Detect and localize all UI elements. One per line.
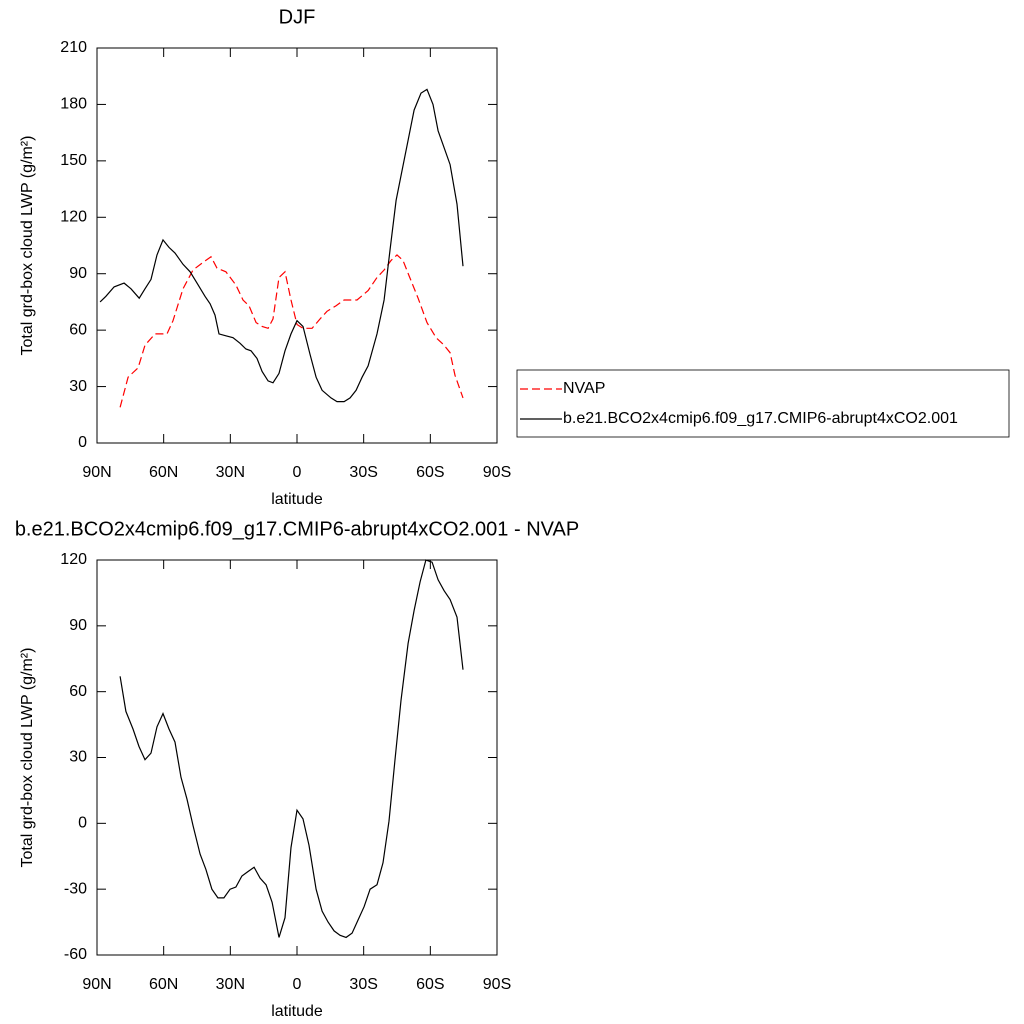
y-tick-label: 0: [78, 434, 87, 451]
legend-label: b.e21.BCO2x4cmip6.f09_g17.CMIP6-abrupt4x…: [563, 410, 958, 427]
data-line: [119, 559, 464, 939]
y-tick-label: 30: [69, 749, 87, 766]
plot: DJF latitude Total grd-box cloud LWP (g/m²…: [19, 6, 1010, 508]
x-tick-label: 30S: [349, 976, 377, 993]
plot: b.e21.BCO2x4cmip6.f09_g17.CMIP6-abrupt4x…: [15, 518, 579, 1020]
data-line: [99, 88, 464, 403]
x-axis-label: latitude: [271, 491, 323, 508]
legend-label: NVAP: [563, 380, 605, 397]
y-tick-label: 180: [60, 96, 87, 113]
y-tick-label: 120: [60, 209, 87, 226]
y-tick-label: 30: [69, 378, 87, 395]
x-tick-label: 90S: [483, 976, 511, 993]
x-tick-label: 90N: [82, 976, 111, 993]
data-line: [119, 254, 464, 408]
x-tick-label: 60S: [416, 464, 444, 481]
chart-title: DJF: [279, 6, 316, 28]
x-tick-label: 0: [293, 976, 302, 993]
x-tick-label: 90S: [483, 464, 511, 481]
y-tick-label: -60: [64, 946, 87, 963]
x-tick-label: 60N: [149, 464, 178, 481]
plot-frame: [96, 47, 498, 444]
y-tick-label: 0: [78, 815, 87, 832]
plot-frame: [96, 559, 498, 956]
y-tick-label: 90: [69, 265, 87, 282]
x-tick-label: 30S: [349, 464, 377, 481]
y-axis-label: Total grd-box cloud LWP (g/m²): [19, 648, 36, 868]
y-tick-label: 60: [69, 321, 87, 338]
legend-box: [516, 369, 1010, 438]
y-axis-label: Total grd-box cloud LWP (g/m²): [19, 136, 36, 356]
x-axis-label: latitude: [271, 1003, 323, 1020]
x-tick-label: 60S: [416, 976, 444, 993]
x-tick-label: 30N: [216, 976, 245, 993]
x-tick-label: 30N: [216, 464, 245, 481]
x-tick-label: 0: [293, 464, 302, 481]
y-tick-label: 60: [69, 683, 87, 700]
x-tick-label: 90N: [82, 464, 111, 481]
legend: NVAP b.e21.BCO2x4cmip6.f09_g17.CMIP6-abru…: [516, 369, 1010, 438]
y-tick-label: -30: [64, 880, 87, 897]
y-tick-label: 210: [60, 39, 87, 56]
chart-title: b.e21.BCO2x4cmip6.f09_g17.CMIP6-abrupt4x…: [15, 518, 579, 540]
y-tick-label: 90: [69, 617, 87, 634]
y-tick-label: 120: [60, 551, 87, 568]
x-tick-label: 60N: [149, 976, 178, 993]
y-tick-label: 150: [60, 152, 87, 169]
